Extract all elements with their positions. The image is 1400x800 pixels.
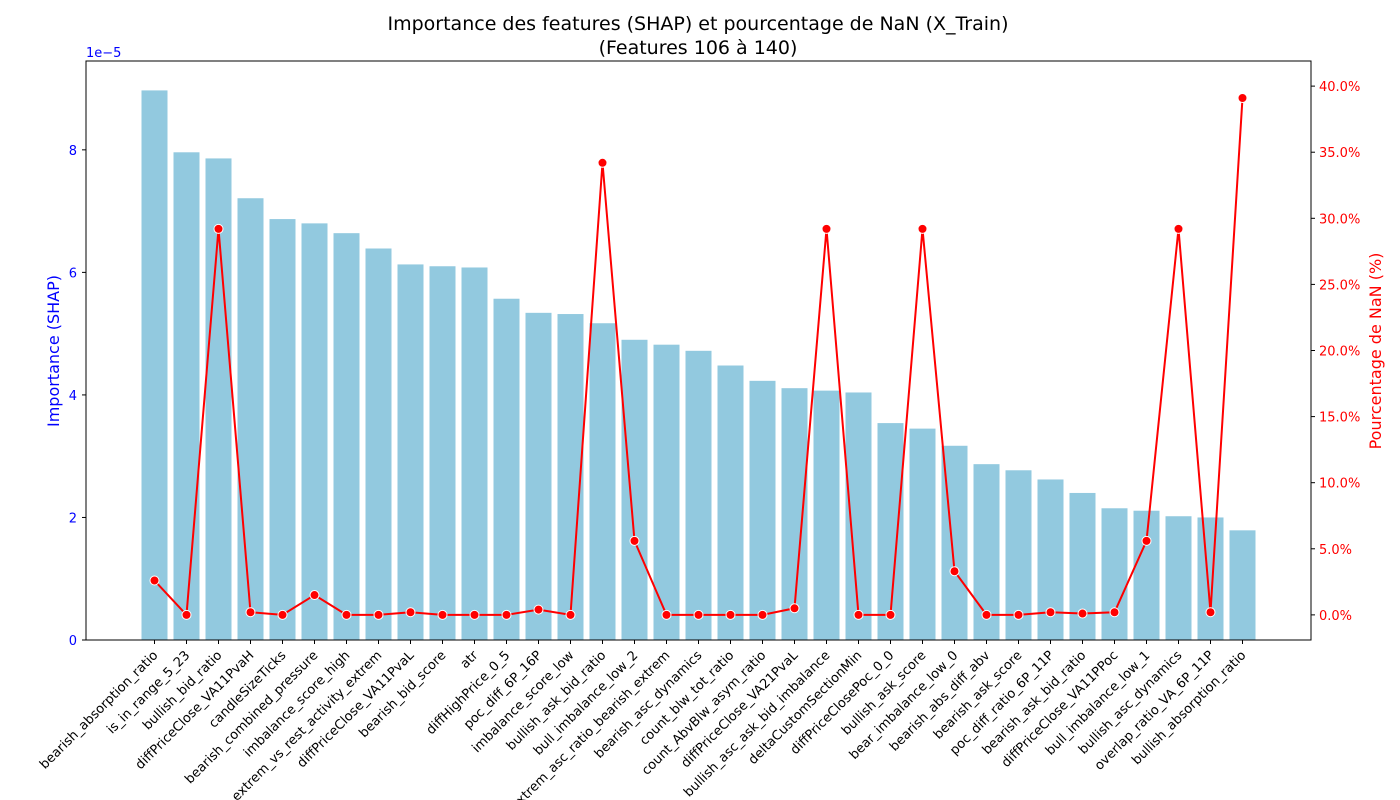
shap-bar [429, 266, 456, 640]
shap-bar [653, 344, 680, 640]
shap-bar [749, 380, 776, 640]
shap-bar [1133, 510, 1160, 640]
right-tick-label: 0.0% [1319, 609, 1352, 624]
shap-bar [813, 390, 840, 640]
left-tick-label: 4 [69, 389, 77, 404]
right-tick-label: 40.0% [1319, 80, 1360, 95]
right-tick-label: 15.0% [1319, 411, 1360, 426]
nan-point [405, 607, 416, 618]
nan-point [821, 223, 832, 234]
nan-point [469, 609, 480, 620]
nan-point [565, 609, 576, 620]
right-tick-label: 25.0% [1319, 278, 1360, 293]
nan-point [149, 575, 160, 586]
nan-point [1237, 93, 1248, 104]
nan-point [949, 566, 960, 577]
left-tick-label: 8 [69, 144, 77, 159]
nan-point [1013, 609, 1024, 620]
shap-bar [461, 267, 488, 640]
shap-bar [365, 248, 392, 641]
chart-title: Importance des features (SHAP) et pource… [388, 13, 1009, 35]
nan-point [181, 609, 192, 620]
nan-point [597, 157, 608, 168]
nan-point [757, 609, 768, 620]
right-tick-label: 20.0% [1319, 345, 1360, 360]
right-tick-label: 30.0% [1319, 212, 1360, 227]
right-tick-label: 5.0% [1319, 543, 1352, 558]
shap-bar [301, 223, 328, 640]
shap-bar [173, 152, 200, 641]
shap-bar [269, 219, 296, 640]
shap-bar [909, 428, 936, 640]
nan-point [629, 535, 640, 546]
nan-point [885, 609, 896, 620]
right-axis-ticks: 0.0% 5.0% 10.0% 15.0% 20.0% 25.0% 30.0% 35.0% 40… [1311, 80, 1360, 624]
left-tick-label: 2 [69, 511, 77, 526]
shap-bar [1229, 530, 1256, 640]
nan-point [1141, 535, 1152, 546]
nan-point [245, 607, 256, 618]
nan-point [1173, 223, 1184, 234]
nan-point [373, 609, 384, 620]
shap-bar [717, 365, 744, 640]
shap-bar [525, 312, 552, 640]
shap-bar [333, 233, 360, 641]
shap-bar [1197, 517, 1224, 640]
nan-point [693, 609, 704, 620]
nan-point [725, 609, 736, 620]
shap-bar [397, 264, 424, 640]
nan-point [661, 609, 672, 620]
nan-point [277, 609, 288, 620]
shap-bar [1165, 516, 1192, 640]
nan-point [917, 223, 928, 234]
nan-point [1109, 607, 1120, 618]
left-axis-offset-text: 1e−5 [86, 46, 121, 61]
nan-point [341, 609, 352, 620]
shap-bar [557, 314, 584, 640]
shap-bar [621, 339, 648, 640]
right-axis-label: Pourcentage de NaN (%) [1366, 253, 1385, 450]
nan-point [437, 609, 448, 620]
nan-point [1045, 607, 1056, 618]
left-tick-label: 6 [69, 266, 77, 281]
shap-bar [493, 298, 520, 640]
nan-line-layer [149, 93, 1248, 620]
left-axis-label: Importance (SHAP) [44, 275, 63, 427]
chart-subtitle: (Features 106 à 140) [599, 37, 798, 59]
left-tick-label: 0 [69, 634, 77, 649]
nan-point [213, 223, 224, 234]
nan-point [533, 604, 544, 615]
right-tick-label: 10.0% [1319, 477, 1360, 492]
shap-bar [141, 90, 168, 640]
shap-bar [1101, 508, 1128, 640]
nan-point [1205, 607, 1216, 618]
category-axis-ticks: bearish_absorption_ratiois_in_range_5_23… [37, 640, 1249, 800]
nan-point [981, 609, 992, 620]
nan-point [853, 609, 864, 620]
left-axis-ticks: 0 2 4 6 8 [69, 144, 86, 649]
nan-point [789, 603, 800, 614]
bars-layer [141, 90, 1256, 641]
right-tick-label: 35.0% [1319, 146, 1360, 161]
nan-point [1077, 608, 1088, 619]
nan-point [309, 590, 320, 601]
shap-bar [685, 350, 712, 640]
shap-bar [589, 323, 616, 640]
shap-bar [237, 198, 264, 641]
nan-point [501, 609, 512, 620]
category-label: atr [458, 648, 482, 672]
